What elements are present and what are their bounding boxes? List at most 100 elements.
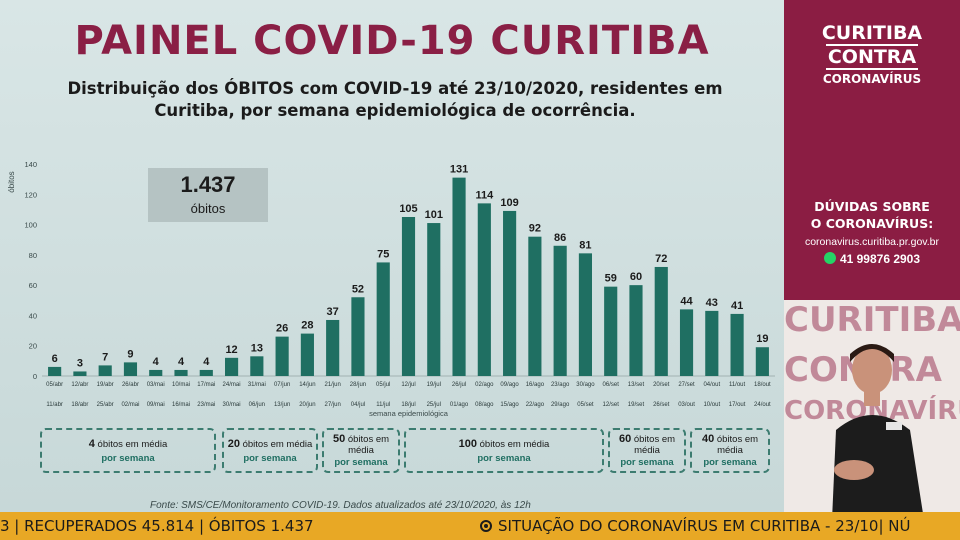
y-axis-label: óbitos xyxy=(7,171,16,192)
x-tick-label-start: 19/abr xyxy=(97,382,114,388)
average-number: 60 xyxy=(618,433,632,445)
news-ticker: 3 | RECUPERADOS 45.814 | ÓBITOS 1.437 SI… xyxy=(0,512,960,540)
data-label: 114 xyxy=(475,189,494,201)
x-tick-label-start: 04/out xyxy=(703,382,720,388)
y-tick-label: 60 xyxy=(29,281,37,290)
data-label: 12 xyxy=(225,344,237,356)
x-tick-label-start: 06/set xyxy=(603,382,620,388)
x-tick-label-end: 26/set xyxy=(653,402,670,408)
x-tick-label-end: 09/mai xyxy=(147,402,165,408)
x-tick-label-end: 16/mai xyxy=(172,402,190,408)
bar xyxy=(174,369,188,376)
average-text: óbitos em média xyxy=(347,434,390,456)
x-tick-label-end: 11/abr xyxy=(46,402,63,408)
x-tick-label-end: 12/set xyxy=(603,402,620,408)
doubts-heading: DÚVIDAS SOBRE O CORONAVÍRUS: xyxy=(784,198,960,232)
data-label: 3 xyxy=(77,357,83,369)
average-period: por semana xyxy=(620,457,674,468)
x-tick-label-end: 04/jul xyxy=(351,402,365,408)
total-deaths-value: 1.437 xyxy=(180,172,236,197)
data-label: 4 xyxy=(153,356,160,368)
sign-language-video: CURITIBA CONTRA CORONAVÍRUS xyxy=(784,300,960,512)
y-tick-label: 80 xyxy=(29,251,37,260)
x-tick-label-start: 20/set xyxy=(653,382,670,388)
bar xyxy=(629,285,643,376)
average-number: 4 xyxy=(88,438,95,450)
bar xyxy=(275,336,289,376)
doubts-line-2: O CORONAVÍRUS: xyxy=(810,216,934,231)
x-tick-label-start: 28/jun xyxy=(350,382,366,388)
average-text: óbitos em média xyxy=(716,434,759,456)
x-tick-label-end: 17/out xyxy=(729,402,746,408)
x-tick-label-start: 17/mai xyxy=(197,382,215,388)
x-tick-label-end: 29/ago xyxy=(551,402,570,408)
ticker-headline-text: SITUAÇÃO DO CORONAVÍRUS EM CURITIBA - 23… xyxy=(498,517,911,535)
data-label: 41 xyxy=(731,300,743,312)
y-tick-label: 100 xyxy=(24,221,37,230)
bar xyxy=(755,347,769,376)
x-tick-label-start: 05/abr xyxy=(46,382,63,388)
x-tick-label-start: 24/mai xyxy=(223,382,241,388)
brand-line-1: CURITIBA xyxy=(821,22,923,44)
brand-logo: CURITIBA CONTRA CORONAVÍRUS xyxy=(784,22,960,88)
x-tick-label-end: 06/jun xyxy=(249,402,265,408)
brand-panel: CURITIBA CONTRA CORONAVÍRUS DÚVIDAS SOBR… xyxy=(784,0,960,300)
x-tick-label-end: 05/set xyxy=(577,402,594,408)
average-number: 50 xyxy=(332,433,346,445)
x-tick-label-end: 27/jun xyxy=(324,402,340,408)
x-tick-label-start: 02/ago xyxy=(475,382,494,388)
bar xyxy=(604,286,618,376)
x-tick-label-start: 09/ago xyxy=(500,382,519,388)
data-label: 37 xyxy=(327,306,339,318)
bar xyxy=(300,333,314,376)
data-label: 86 xyxy=(554,232,566,244)
x-tick-label-end: 25/jul xyxy=(427,402,441,408)
x-tick-label-start: 16/ago xyxy=(526,382,545,388)
y-tick-label: 140 xyxy=(24,160,37,169)
bar xyxy=(452,177,466,376)
y-tick-label: 40 xyxy=(29,311,37,320)
bar xyxy=(326,319,340,376)
bar xyxy=(73,371,87,376)
brand-line-3: CORONAVÍRUS xyxy=(822,72,922,86)
average-period: por semana xyxy=(243,453,297,464)
brand-line-2: CONTRA xyxy=(825,44,919,70)
x-tick-label-end: 20/jun xyxy=(299,402,315,408)
average-number: 20 xyxy=(227,438,240,450)
average-period: por semana xyxy=(477,453,531,464)
website-link[interactable]: coronavirus.curitiba.pr.gov.br xyxy=(804,236,940,248)
bar xyxy=(351,297,365,376)
x-tick-label-start: 12/abr xyxy=(71,382,88,388)
bar xyxy=(48,366,62,376)
data-label: 72 xyxy=(655,253,667,265)
average-box-4: 100 óbitos em média por semana xyxy=(404,428,604,473)
data-label: 52 xyxy=(352,283,364,295)
bar xyxy=(224,357,239,376)
x-tick-label-end: 08/ago xyxy=(475,402,494,408)
bar xyxy=(705,310,719,376)
background-word: CURITIBA xyxy=(784,300,960,340)
data-label: 28 xyxy=(301,320,313,332)
data-label: 13 xyxy=(251,342,263,354)
data-label: 4 xyxy=(203,356,210,368)
x-tick-label-end: 22/ago xyxy=(526,402,545,408)
x-tick-label-end: 19/set xyxy=(628,402,645,408)
data-label: 4 xyxy=(178,356,185,368)
y-tick-label: 20 xyxy=(29,342,37,351)
x-tick-label-start: 13/set xyxy=(628,382,645,388)
data-label: 105 xyxy=(399,203,417,215)
bar xyxy=(149,369,163,376)
data-label: 6 xyxy=(52,353,58,365)
x-tick-label-end: 10/out xyxy=(703,402,720,408)
x-tick-label-start: 26/abr xyxy=(122,382,139,388)
x-tick-label-end: 25/abr xyxy=(97,402,114,408)
whatsapp-icon xyxy=(823,252,836,264)
average-box-6: 40 óbitos em média por semana xyxy=(690,428,770,473)
x-tick-label-start: 03/mai xyxy=(147,382,165,388)
average-period: por semana xyxy=(703,457,757,468)
bar xyxy=(199,369,213,376)
y-tick-label: 0 xyxy=(33,372,37,381)
x-tick-label-start: 26/jul xyxy=(452,382,466,388)
chart-panel: PAINEL COVID-19 CURITIBA Distribuição do… xyxy=(0,0,784,512)
ticker-headline: SITUAÇÃO DO CORONAVÍRUS EM CURITIBA - 23… xyxy=(480,512,911,540)
